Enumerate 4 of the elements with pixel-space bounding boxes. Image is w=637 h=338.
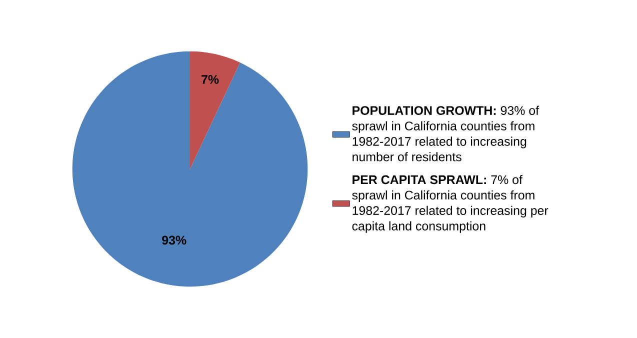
data-label: 7% — [202, 75, 219, 84]
data-label: 93% — [162, 236, 186, 245]
legend-label: POPULATION GROWTH: 93% of sprawl in California counties from 1982-2017 related to increasing number of residents — [352, 106, 540, 162]
legend-label: PER CAPITA SPRAWL: 7% of sprawl in California counties from 1982-2017 related to increasing per capita land consumption — [352, 174, 548, 233]
